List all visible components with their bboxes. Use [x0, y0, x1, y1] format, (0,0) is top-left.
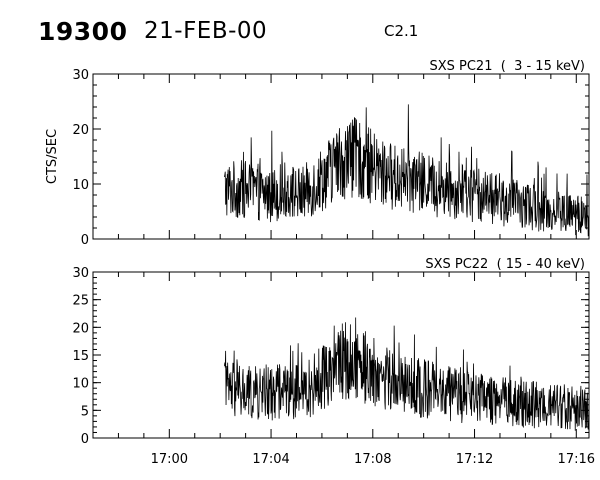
y-tick-label: 20: [72, 123, 89, 138]
x-tick-label: 17:16: [558, 452, 595, 467]
lightcurve-series: [224, 317, 590, 431]
x-tick-label: 17:04: [252, 452, 289, 467]
x-tick-label: 17:12: [456, 452, 493, 467]
y-axis-label: CTS/SEC: [45, 129, 60, 184]
lightcurve-series: [224, 104, 590, 237]
y-tick-label: 30: [72, 68, 89, 83]
y-tick-label: 15: [72, 349, 89, 364]
y-tick-label: 20: [72, 321, 89, 336]
goes-class: C2.1: [384, 22, 419, 40]
x-tick-label: 17:00: [151, 452, 188, 467]
panel-title: SXS PC22 ( 15 - 40 keV): [425, 257, 585, 272]
panel-pc22: 0 5 10 15 20 25 30 17:00 17:04 17:08 17:12 17:16 SXS…: [72, 257, 595, 467]
observation-date: 21-FEB-00: [144, 18, 268, 44]
y-tick-label: 10: [72, 178, 89, 193]
y-tick-label: 0: [81, 432, 89, 447]
x-tick-label: 17:08: [354, 452, 391, 467]
y-tick-label: 30: [72, 266, 89, 281]
y-tick-label: 10: [72, 377, 89, 392]
y-tick-label: 0: [81, 233, 89, 248]
panel-title: SXS PC21 ( 3 - 15 keV): [429, 59, 585, 74]
plot-frame: [92, 73, 590, 240]
event-number: 19300: [38, 17, 128, 46]
y-tick-label: 5: [81, 404, 89, 419]
panel-pc21: 0 10 20 30 SXS PC21 ( 3 - 15 keV) CTS/SEC: [45, 59, 590, 248]
y-tick-label: 25: [72, 294, 89, 309]
